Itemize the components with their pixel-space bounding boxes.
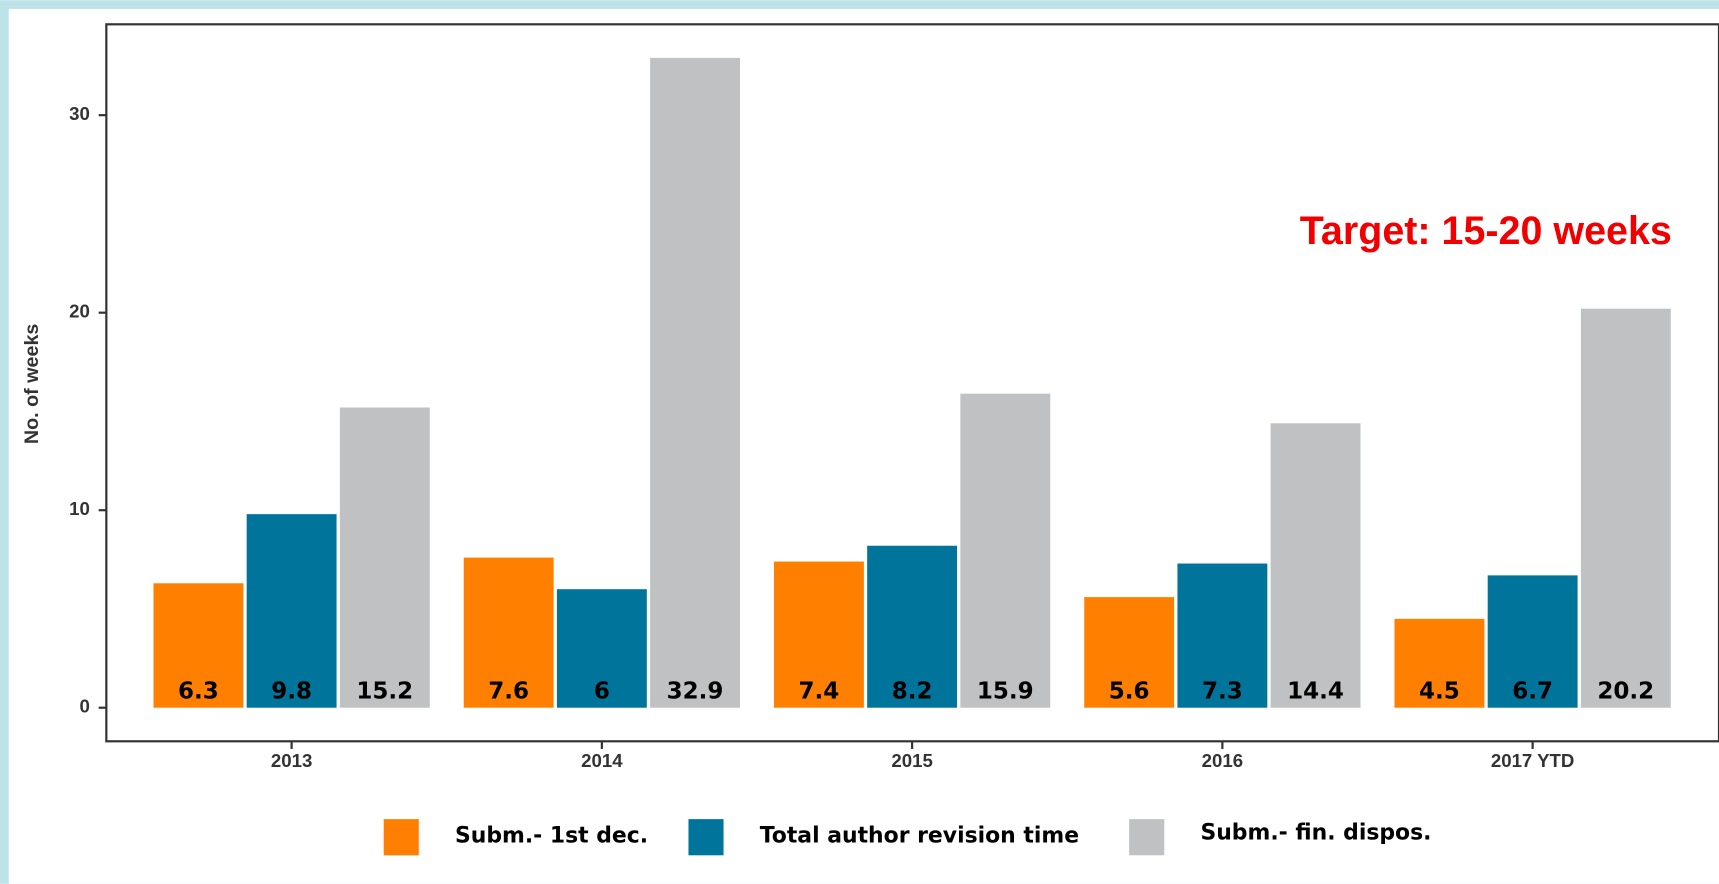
- bar: [1270, 423, 1361, 708]
- x-tick-label: 2017 YTD: [1491, 750, 1575, 771]
- value-label: 20.2: [1597, 678, 1654, 704]
- bar: [1580, 308, 1671, 708]
- legend-swatch: [383, 819, 419, 856]
- x-tick-label: 2014: [581, 750, 623, 771]
- annotation: Target: 15-20 weeks: [1300, 209, 1672, 253]
- value-label: 6: [594, 678, 610, 704]
- x-tick-label: 2015: [891, 750, 932, 771]
- legend-label: Subm.- 1st dec.: [455, 824, 648, 849]
- bar: [246, 514, 337, 708]
- panel: [8, 8, 1719, 884]
- value-label: 6.3: [178, 678, 219, 704]
- y-axis-label: No. of weeks: [21, 324, 43, 445]
- y-tick-label: 30: [69, 103, 90, 124]
- legend-label: Total author revision time: [760, 824, 1079, 849]
- bar: [1177, 563, 1268, 708]
- bar: [650, 57, 741, 708]
- bar: [556, 589, 647, 708]
- value-label: 9.8: [271, 678, 312, 704]
- value-label: 7.4: [799, 678, 840, 704]
- legend-swatch: [688, 819, 724, 856]
- bar: [463, 557, 554, 708]
- value-label: 6.7: [1512, 678, 1553, 704]
- y-tick-label: 20: [69, 301, 90, 322]
- value-label: 32.9: [667, 678, 724, 704]
- bar: [1394, 618, 1485, 708]
- value-label: 4.5: [1419, 678, 1460, 704]
- value-label: 15.2: [356, 678, 413, 704]
- value-label: 14.4: [1287, 678, 1344, 704]
- bar: [1084, 597, 1175, 708]
- value-label: 15.9: [977, 678, 1034, 704]
- x-tick-label: 2013: [271, 750, 312, 771]
- value-label: 8.2: [892, 678, 933, 704]
- bar: [867, 545, 958, 708]
- legend-label: Subm.- fin. dispos.: [1200, 820, 1431, 845]
- bar: [1487, 575, 1578, 708]
- bar: [153, 583, 244, 708]
- bar: [339, 407, 430, 708]
- bar: [960, 393, 1051, 708]
- legend-swatch: [1129, 819, 1165, 856]
- y-tick-label: 10: [69, 498, 90, 519]
- bar: [773, 561, 864, 708]
- y-tick-label: 0: [80, 696, 90, 717]
- value-label: 7.3: [1202, 678, 1243, 704]
- x-tick-label: 2016: [1202, 750, 1243, 771]
- value-label: 5.6: [1109, 678, 1150, 704]
- value-label: 7.6: [488, 678, 529, 704]
